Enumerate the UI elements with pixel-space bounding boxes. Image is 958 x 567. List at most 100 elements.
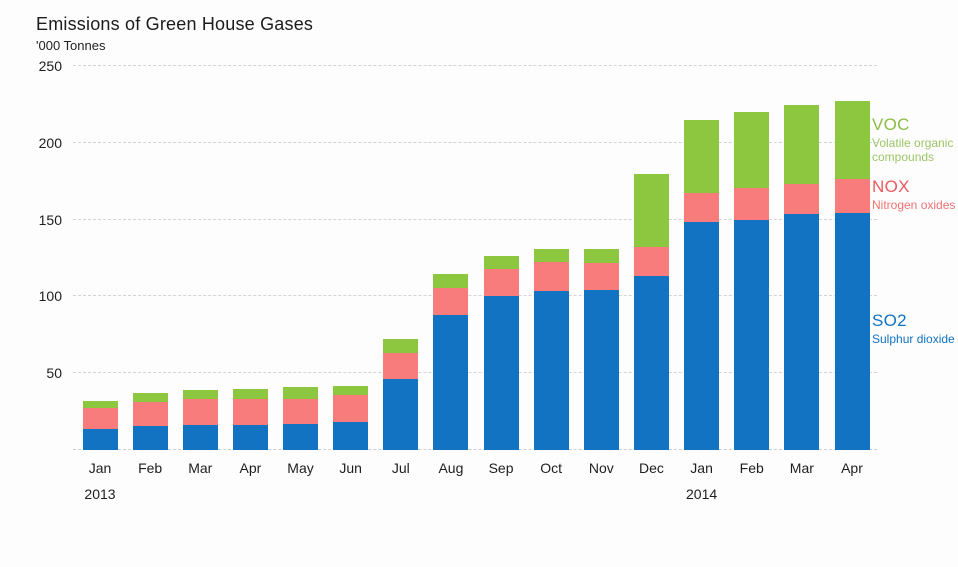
x-tick-label-2: Mar: [188, 460, 213, 476]
bar-segment-so2: [533, 291, 569, 450]
bar-segment-nox: [583, 262, 619, 291]
bar-segment-so2: [684, 221, 720, 450]
plot-area: [73, 65, 877, 450]
bar-segment-nox: [483, 268, 519, 297]
legend-nox: NOX Nitrogen oxides: [872, 177, 958, 212]
bar-segment-nox: [333, 395, 369, 423]
bar-jan-0: [82, 400, 118, 450]
gridline-200: [73, 141, 877, 143]
y-tick-label-150: 150: [38, 211, 62, 228]
x-tick-label-7: Aug: [438, 460, 464, 476]
bar-segment-nox: [132, 401, 168, 427]
bar-segment-so2: [784, 214, 820, 450]
bar-segment-so2: [383, 379, 419, 450]
y-tick-label-50: 50: [46, 365, 62, 382]
legend-voc-title: VOC: [872, 115, 910, 134]
bar-nov-10: [583, 248, 619, 450]
x-tick-label-4: May: [287, 460, 314, 476]
gridline-100: [73, 295, 877, 297]
x-tick-label-5: Jun: [339, 460, 362, 476]
bar-segment-nox: [784, 183, 820, 215]
year-label-2013: 2013: [84, 486, 116, 502]
bar-segment-voc: [232, 388, 268, 399]
x-tick-label-1: Feb: [138, 460, 163, 476]
bar-segment-voc: [834, 100, 870, 179]
legend-so2-title: SO2: [872, 311, 907, 330]
bar-apr-15: [834, 100, 870, 450]
bar-segment-nox: [383, 353, 419, 380]
legend-voc: VOC Volatile organic compounds: [872, 115, 958, 164]
bar-segment-voc: [533, 248, 569, 262]
bar-segment-voc: [383, 339, 419, 354]
bar-segment-nox: [283, 398, 319, 424]
bar-segment-nox: [433, 287, 469, 315]
bar-mar-14: [784, 105, 820, 450]
bar-segment-voc: [483, 256, 519, 269]
bar-segment-nox: [82, 407, 118, 429]
bar-segment-nox: [684, 192, 720, 222]
bar-segment-so2: [283, 423, 319, 450]
y-tick-label-100: 100: [38, 288, 62, 305]
x-tick-label-9: Oct: [540, 460, 563, 476]
bar-segment-nox: [734, 188, 770, 220]
bar-segment-so2: [734, 219, 770, 450]
bar-segment-so2: [182, 425, 218, 450]
bar-segment-voc: [433, 274, 469, 288]
bar-segment-so2: [433, 314, 469, 450]
x-tick-label-11: Dec: [639, 460, 664, 476]
x-tick-label-13: Feb: [739, 460, 764, 476]
legend-nox-title: NOX: [872, 177, 910, 196]
bar-segment-voc: [684, 119, 720, 193]
bar-segment-so2: [583, 290, 619, 450]
bar-feb-1: [132, 393, 168, 450]
bar-jul-6: [383, 339, 419, 450]
x-tick-label-12: Jan: [690, 460, 713, 476]
x-tick-label-14: Mar: [789, 460, 814, 476]
bar-segment-nox: [834, 178, 870, 214]
bar-segment-so2: [633, 275, 669, 450]
bar-segment-so2: [82, 428, 118, 450]
x-tick-label-6: Jul: [391, 460, 410, 476]
bar-sep-8: [483, 256, 519, 450]
bar-segment-so2: [333, 422, 369, 450]
bar-segment-so2: [483, 296, 519, 450]
bar-apr-3: [232, 388, 268, 450]
chart-title: Emissions of Green House Gases: [36, 14, 314, 34]
year-label-2014: 2014: [686, 486, 718, 502]
legend-voc-subtitle: Volatile organic compounds: [872, 136, 954, 164]
bar-jun-5: [333, 385, 369, 450]
bar-aug-7: [433, 274, 469, 450]
gridline-50: [73, 372, 877, 374]
bar-segment-voc: [283, 387, 319, 399]
bar-segment-so2: [232, 424, 268, 450]
bar-feb-13: [734, 112, 770, 450]
y-tick-label-250: 250: [38, 58, 62, 74]
bar-segment-voc: [82, 400, 118, 408]
legend-so2: SO2 Sulphur dioxide: [872, 311, 958, 346]
bar-segment-nox: [182, 398, 218, 426]
bar-segment-so2: [132, 426, 168, 450]
legend-nox-subtitle: Nitrogen oxides: [872, 198, 956, 212]
bar-mar-2: [182, 390, 218, 450]
bar-oct-9: [533, 248, 569, 450]
bar-segment-voc: [182, 390, 218, 399]
x-tick-label-15: Apr: [841, 460, 863, 476]
bar-segment-voc: [132, 393, 168, 402]
bar-segment-voc: [633, 173, 669, 247]
gridline-150: [73, 218, 877, 220]
bar-segment-nox: [232, 398, 268, 425]
bar-segment-so2: [834, 213, 870, 450]
x-tick-label-3: Apr: [239, 460, 262, 476]
bar-segment-voc: [784, 105, 820, 184]
bar-segment-nox: [633, 246, 669, 276]
x-tick-label-0: Jan: [88, 460, 112, 476]
x-tick-label-8: Sep: [488, 460, 514, 476]
bar-segment-voc: [583, 248, 619, 263]
bar-jan-12: [684, 119, 720, 450]
legend-so2-subtitle: Sulphur dioxide: [872, 332, 955, 346]
bar-may-4: [283, 387, 319, 450]
bar-segment-voc: [734, 112, 770, 189]
bar-segment-voc: [333, 385, 369, 396]
bar-dec-11: [633, 173, 669, 450]
